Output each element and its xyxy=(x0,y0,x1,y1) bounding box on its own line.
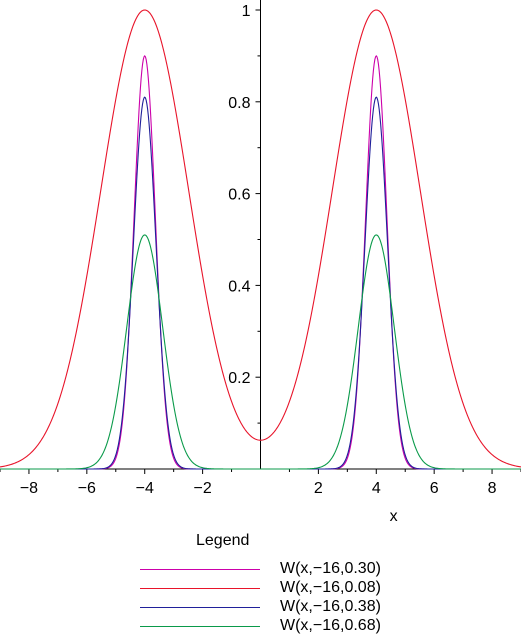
x-ticks: −8 −6 −4 −2 2 4 6 8 xyxy=(0,469,521,497)
axes xyxy=(0,0,521,470)
y-tick-label: 0.6 xyxy=(228,187,250,204)
legend-label: W(x,−16,0.08) xyxy=(280,579,381,596)
y-tick-label: 0.2 xyxy=(228,370,250,387)
legend: Legend W(x,−16,0.30) W(x,−16,0.08) W(x,−… xyxy=(0,528,521,639)
y-tick-label: 0.8 xyxy=(228,95,250,112)
legend-item: W(x,−16,0.68) xyxy=(0,617,521,637)
legend-title: Legend xyxy=(196,532,250,549)
line-chart: −8 −6 −4 −2 2 4 6 8 0.2 0.4 0.6 0.8 1 x xyxy=(0,0,521,525)
y-tick-label: 0.4 xyxy=(228,278,250,295)
legend-swatch xyxy=(140,607,260,608)
legend-item: W(x,−16,0.38) xyxy=(0,598,521,618)
legend-swatch xyxy=(140,569,260,570)
x-tick-label: −8 xyxy=(20,480,38,497)
legend-item: W(x,−16,0.30) xyxy=(0,560,521,580)
y-ticks: 0.2 0.4 0.6 0.8 1 xyxy=(228,3,261,424)
legend-item: W(x,−16,0.08) xyxy=(0,579,521,599)
x-tick-label: 4 xyxy=(372,480,381,497)
x-axis-label: x xyxy=(390,508,398,525)
legend-label: W(x,−16,0.38) xyxy=(280,598,381,615)
x-tick-label: −2 xyxy=(193,480,211,497)
legend-swatch xyxy=(140,588,260,589)
x-tick-label: 8 xyxy=(488,480,497,497)
x-tick-label: 2 xyxy=(314,480,323,497)
legend-swatch xyxy=(140,626,260,627)
y-tick-label: 1 xyxy=(242,3,251,20)
series-line xyxy=(0,9,521,468)
series-line xyxy=(0,234,521,470)
x-tick-label: −4 xyxy=(136,480,154,497)
series-lines xyxy=(0,9,521,470)
x-tick-label: −6 xyxy=(78,480,96,497)
legend-label: W(x,−16,0.30) xyxy=(280,560,381,577)
legend-label: W(x,−16,0.68) xyxy=(280,617,381,634)
x-tick-label: 6 xyxy=(430,480,439,497)
